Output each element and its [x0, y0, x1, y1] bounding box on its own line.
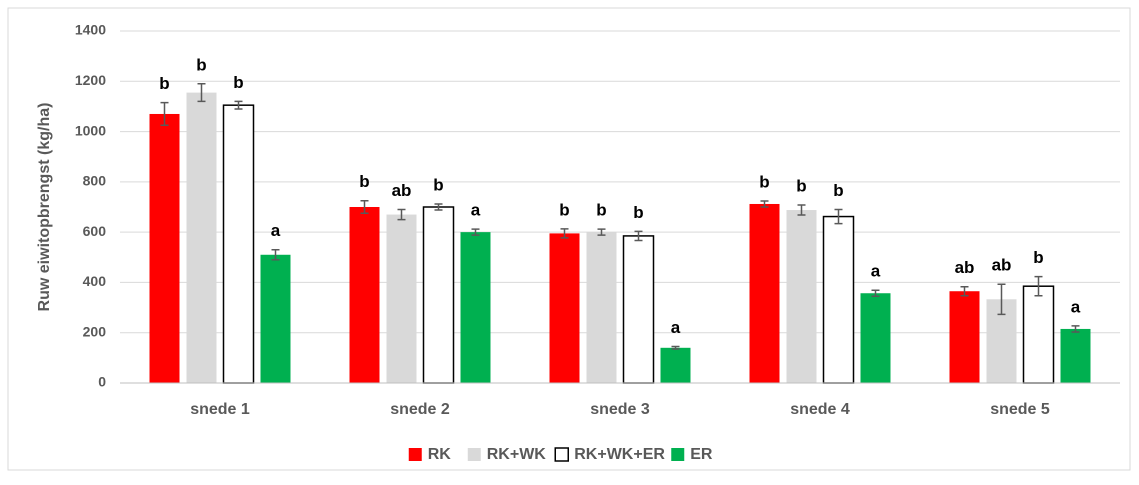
- error-bar: [471, 228, 480, 236]
- significance-letter: a: [271, 221, 281, 240]
- legend-swatch: [467, 448, 481, 461]
- y-tick-label: 0: [98, 374, 106, 390]
- legend-label: ER: [690, 446, 713, 463]
- error-bar: [634, 230, 643, 242]
- x-tick-label: snede 5: [990, 401, 1050, 418]
- error-bar: [797, 204, 806, 216]
- error-bar: [560, 228, 569, 239]
- x-tick-label: snede 3: [590, 401, 650, 418]
- y-tick-label: 1400: [75, 22, 106, 38]
- bar: [860, 293, 891, 383]
- significance-letter: b: [833, 181, 843, 200]
- significance-letter: b: [1033, 248, 1043, 267]
- significance-letter: b: [633, 203, 643, 222]
- bar: [586, 232, 617, 383]
- y-tick-label: 600: [83, 223, 107, 239]
- significance-letter: b: [233, 73, 243, 92]
- y-tick-label: 1200: [75, 72, 106, 88]
- bar: [549, 233, 580, 383]
- bar: [149, 113, 180, 383]
- significance-letter: a: [471, 201, 481, 220]
- legend-label: RK+WK+ER: [574, 446, 665, 463]
- significance-letter: b: [759, 172, 769, 191]
- y-tick-label: 200: [83, 323, 107, 339]
- x-tick-label: snede 1: [190, 401, 250, 418]
- y-tick-label: 800: [83, 173, 107, 189]
- significance-letter: ab: [955, 258, 975, 277]
- bar: [660, 347, 691, 383]
- significance-letter: a: [871, 262, 881, 281]
- bar: [349, 207, 380, 383]
- bar: [422, 206, 455, 384]
- bar: [260, 254, 291, 383]
- bar: [222, 104, 255, 384]
- error-bar: [760, 200, 769, 208]
- error-bar: [1071, 325, 1080, 333]
- legend-label: RK: [428, 446, 452, 463]
- significance-letter: b: [359, 172, 369, 191]
- significance-letter: b: [196, 55, 206, 74]
- x-tick-label: snede 4: [790, 401, 850, 418]
- bar: [786, 210, 817, 383]
- bar: [460, 232, 491, 383]
- error-bar: [671, 345, 680, 350]
- error-bar: [597, 228, 606, 236]
- significance-letter: a: [1071, 297, 1081, 316]
- error-bar: [197, 83, 206, 103]
- significance-letter: ab: [992, 256, 1012, 275]
- bar: [622, 235, 655, 384]
- significance-letter: b: [596, 201, 606, 220]
- error-bar: [397, 208, 406, 221]
- error-bar: [234, 100, 243, 110]
- significance-letter: ab: [392, 181, 412, 200]
- error-bar: [871, 289, 880, 298]
- significance-letter: b: [559, 200, 569, 219]
- significance-letter: b: [433, 175, 443, 194]
- error-bar: [360, 199, 369, 215]
- y-tick-label: 1000: [75, 122, 106, 138]
- error-bar: [960, 285, 969, 297]
- error-bar: [434, 203, 443, 211]
- significance-letter: b: [159, 74, 169, 93]
- bar: [186, 92, 217, 383]
- legend-swatch: [671, 448, 685, 461]
- bar: [822, 215, 855, 384]
- x-tick-label: snede 2: [390, 401, 450, 418]
- bar: [1060, 328, 1091, 383]
- error-bar: [160, 101, 169, 127]
- error-bar: [997, 283, 1006, 316]
- y-axis-label: Ruw eiwitopbrengst (kg/ha): [36, 103, 53, 312]
- bar: [949, 291, 980, 383]
- bar: [1022, 285, 1055, 384]
- error-bar: [271, 248, 280, 261]
- bar: [386, 214, 417, 383]
- legend-swatch: [408, 448, 422, 461]
- legend-swatch: [554, 447, 569, 462]
- significance-letter: a: [671, 318, 681, 337]
- error-bar: [1034, 275, 1043, 297]
- significance-letter: b: [796, 176, 806, 195]
- legend-label: RK+WK: [487, 446, 547, 463]
- error-bar: [834, 208, 843, 225]
- bar: [749, 203, 780, 383]
- y-tick-label: 400: [83, 273, 107, 289]
